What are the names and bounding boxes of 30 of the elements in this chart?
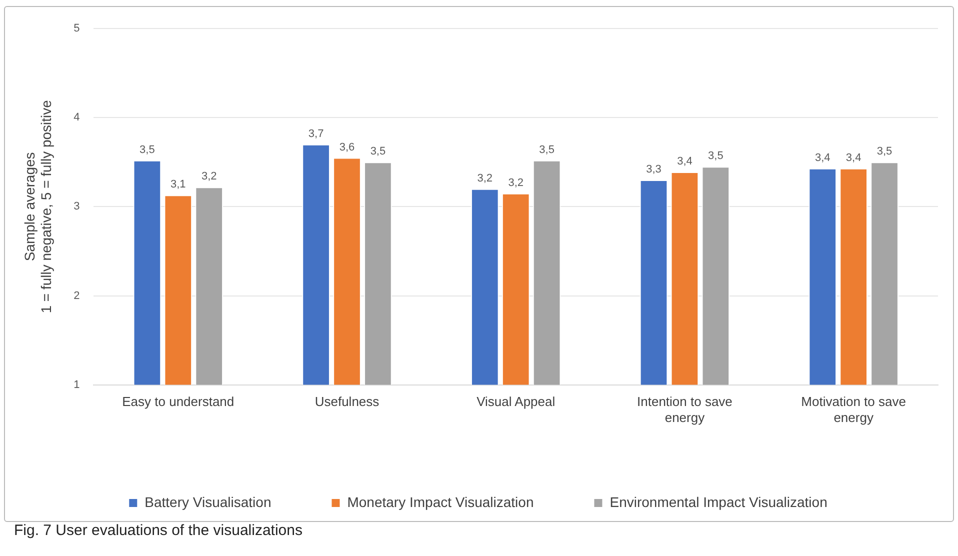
y-tick-label: 2	[74, 290, 80, 302]
data-label: 3,2	[477, 172, 493, 184]
data-label: 3,3	[646, 164, 662, 176]
data-label: 3,5	[539, 144, 554, 156]
y-tick-label: 1	[74, 378, 80, 391]
data-label: 3,6	[339, 141, 355, 154]
x-tick-label: Intention to save energy	[637, 394, 732, 425]
legend-label: Battery Visualisation	[144, 494, 272, 510]
y-tick-label: 4	[74, 112, 80, 124]
data-label: 3,4	[846, 152, 862, 164]
data-label: 3,4	[677, 156, 692, 168]
data-label: 3,5	[708, 150, 724, 162]
data-label: 3,7	[308, 128, 324, 140]
legend-label: Monetary Impact Visualization	[347, 494, 534, 510]
x-tick-label: Usefulness	[314, 394, 380, 410]
data-label: 3,2	[201, 170, 217, 183]
data-label: 3,5	[370, 146, 386, 158]
data-label: 3,2	[508, 176, 524, 189]
x-tick-label: Visual Appeal	[476, 394, 556, 410]
data-label: 3,5	[140, 144, 155, 156]
caption: Fig. 7 User evaluations of the visualizations	[14, 522, 302, 539]
data-label: 3,4	[814, 152, 830, 164]
x-tick-label: Motivation to save energy	[801, 394, 906, 425]
y-axis-title: Sample averages 1 = fully negative, 5 = fully positive	[21, 100, 54, 314]
data-label: 3,1	[170, 178, 186, 191]
x-tick-label: Easy to understand	[122, 394, 234, 410]
data-label: 3,5	[876, 146, 892, 158]
y-tick-label: 3	[74, 200, 80, 213]
legend-label: Environmental Impact Visualization	[610, 494, 828, 510]
y-tick-label: 5	[74, 22, 80, 35]
